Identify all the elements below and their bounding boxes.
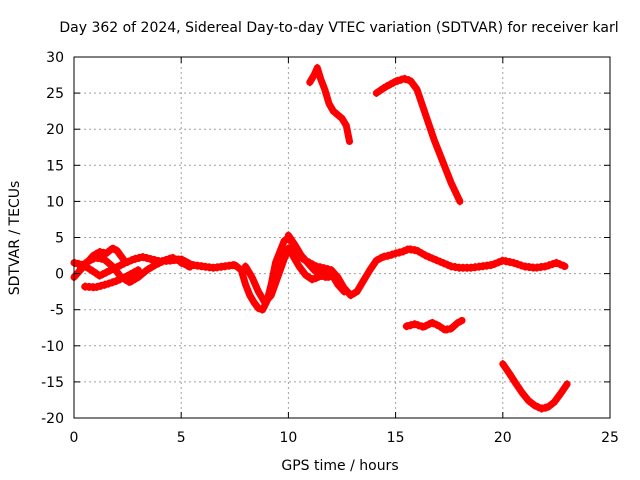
chart-title: Day 362 of 2024, Sidereal Day-to-day VTE…	[59, 20, 618, 36]
series-arc-7-lower	[287, 237, 335, 282]
y-tick-label: -20	[41, 411, 64, 427]
axis-ticks: 0 5 10 15 20 25 -20 -15 -10 -5 0 5 10 15 20 25 30	[41, 50, 619, 446]
series-arc-7	[284, 231, 337, 281]
data-series	[70, 63, 571, 413]
series-arc-7-upper	[287, 231, 335, 276]
y-tick-label: 30	[46, 50, 64, 66]
series-arc-5	[177, 234, 569, 314]
x-tick-label: 25	[601, 430, 619, 446]
series-arc-9-lower	[375, 80, 461, 206]
series-arc-8-lower	[308, 69, 351, 146]
series-arc-9-upper	[375, 74, 461, 200]
y-tick-label: 20	[46, 122, 64, 138]
series-arc-6	[242, 244, 348, 306]
series-arc-11-upper	[501, 359, 569, 407]
series-arc-3	[76, 254, 194, 286]
y-tick-label: 10	[46, 194, 64, 210]
series-arc-2-upper	[73, 253, 193, 274]
x-tick-label: 0	[70, 430, 79, 446]
series-arc-8	[306, 64, 353, 145]
y-axis-label: SDTVAR / TECUs	[7, 181, 23, 296]
series-arc-2-lower	[73, 259, 193, 280]
series-arc-5-upper	[180, 233, 566, 308]
series-arc-11-lower	[501, 365, 569, 413]
series-arc-10-lower	[405, 322, 464, 334]
series-arc-11	[499, 360, 571, 413]
series-arc-5-lower	[180, 239, 566, 314]
series-arc-10-upper	[405, 316, 464, 328]
y-tick-label: 5	[55, 231, 64, 247]
y-tick-label: 25	[46, 86, 64, 102]
series-arc-4-upper	[83, 266, 140, 286]
series-arc-4-lower	[83, 272, 140, 292]
y-tick-label: -10	[41, 339, 64, 355]
y-tick-label: 15	[46, 158, 64, 174]
series-arc-4	[81, 266, 142, 291]
y-tick-label: -5	[50, 303, 64, 319]
x-tick-label: 20	[494, 430, 512, 446]
y-tick-label: -15	[41, 375, 64, 391]
series-arc-10	[402, 317, 466, 334]
y-tick-label: 0	[55, 267, 64, 283]
series-arc-3-upper	[79, 253, 191, 281]
x-tick-label: 15	[387, 430, 405, 446]
x-tick-label: 10	[279, 430, 297, 446]
x-tick-label: 5	[177, 430, 186, 446]
grid-lines	[74, 57, 610, 418]
x-axis-label: GPS time / hours	[281, 458, 398, 474]
series-arc-3-lower	[79, 259, 191, 287]
series-arc-6-upper	[244, 244, 346, 301]
series-arc-8-upper	[308, 63, 351, 140]
